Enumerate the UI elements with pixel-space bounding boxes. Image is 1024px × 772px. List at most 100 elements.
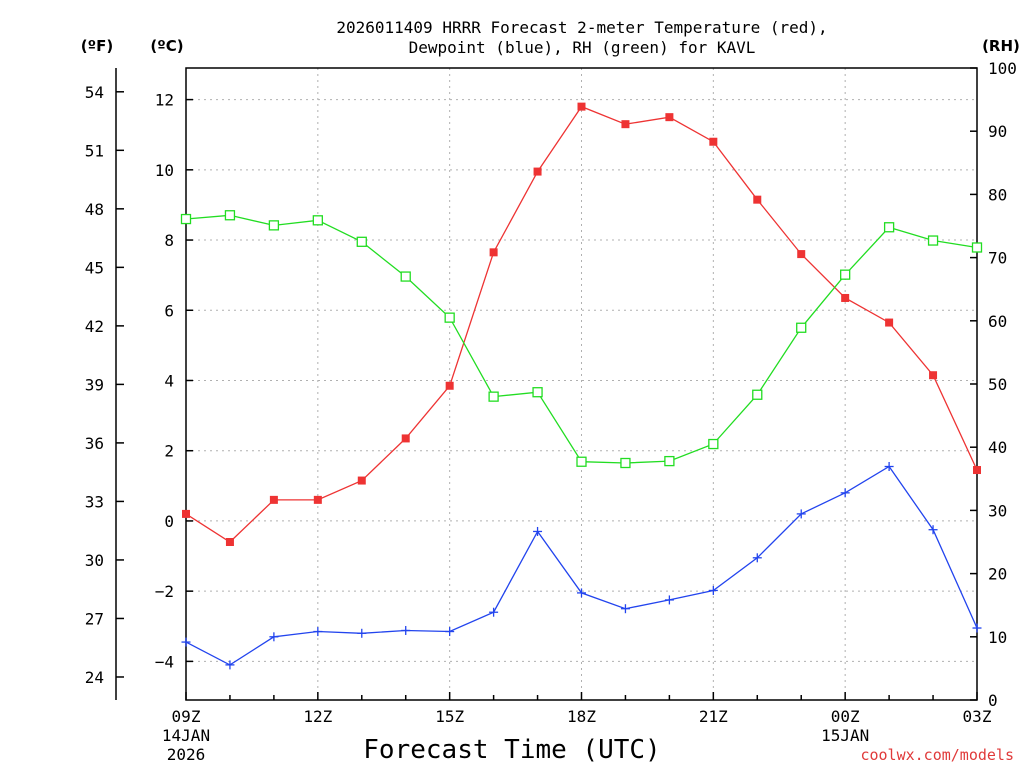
x-tick-label: 18Z bbox=[567, 707, 596, 726]
temperature-point bbox=[533, 167, 542, 176]
rh-point bbox=[488, 391, 499, 402]
left-axes: 24 27 30 33 36 39 42 45 48 51 54 bbox=[85, 68, 124, 700]
dewpoint-point bbox=[928, 525, 938, 535]
temperature-point bbox=[225, 538, 234, 546]
rh-point bbox=[664, 455, 675, 467]
rh-point bbox=[708, 438, 719, 450]
dewpoint-point bbox=[533, 526, 543, 536]
rh-tick-label: 0 bbox=[988, 691, 998, 710]
celsius-tick-label: 0 bbox=[164, 512, 174, 531]
dewpoint-point bbox=[840, 488, 850, 498]
temperature-point bbox=[489, 248, 498, 257]
celsius-tick-label: 8 bbox=[164, 231, 174, 250]
dewpoint-point bbox=[445, 627, 455, 637]
rh-point bbox=[883, 222, 895, 233]
x-tick-label: 12Z bbox=[303, 707, 332, 726]
temperature-point bbox=[269, 495, 278, 504]
x-year-label: 2026 bbox=[167, 745, 206, 764]
fahrenheit-tick-label: 54 bbox=[85, 83, 104, 102]
fahrenheit-tick-label: 30 bbox=[85, 551, 104, 570]
fahrenheit-tick-label: 42 bbox=[85, 317, 104, 336]
dewpoint-point bbox=[357, 628, 367, 638]
celsius-tick-label: 6 bbox=[164, 301, 174, 320]
temperature-point bbox=[445, 381, 454, 390]
plot-frame bbox=[185, 67, 978, 701]
rh-point bbox=[840, 269, 851, 280]
temperature-point bbox=[182, 509, 190, 518]
x-date-label: 14JAN bbox=[162, 726, 210, 745]
fahrenheit-tick-label: 33 bbox=[85, 492, 104, 511]
credit-label: coolwx.com/models bbox=[860, 746, 1014, 764]
rh-point bbox=[268, 220, 280, 231]
temperature-point bbox=[313, 495, 322, 504]
rh-point bbox=[796, 322, 807, 333]
dewpoint-point bbox=[972, 623, 982, 633]
rh-tick-label: 90 bbox=[988, 122, 1007, 141]
dewpoint-point bbox=[401, 625, 411, 635]
celsius-tick-label: 10 bbox=[155, 161, 174, 180]
fahrenheit-tick-label: 36 bbox=[85, 434, 104, 453]
fahrenheit-tick-label: 24 bbox=[85, 668, 104, 687]
rh-point bbox=[180, 213, 192, 225]
temperature-point bbox=[577, 102, 586, 111]
temperature-point bbox=[841, 293, 850, 302]
dewpoint-point bbox=[577, 588, 586, 598]
temperature-point bbox=[973, 466, 981, 475]
dewpoint-series bbox=[181, 462, 982, 670]
rh-point bbox=[356, 236, 367, 247]
temperature-point bbox=[709, 137, 718, 146]
dewpoint-point bbox=[884, 462, 894, 472]
fahrenheit-tick-label: 45 bbox=[85, 258, 104, 277]
series-layer bbox=[180, 102, 983, 670]
dewpoint-point bbox=[664, 595, 674, 605]
fahrenheit-tick-label: 39 bbox=[85, 375, 104, 394]
temperature-point bbox=[357, 476, 366, 485]
dewpoint-point bbox=[752, 553, 762, 563]
temperature-point bbox=[797, 250, 806, 259]
rh-point bbox=[224, 210, 236, 221]
dewpoint-point bbox=[313, 627, 323, 637]
rh-point bbox=[532, 387, 543, 398]
chart-title-line-1: 2026011409 HRRR Forecast 2-meter Tempera… bbox=[336, 18, 827, 37]
rh-tick-label: 50 bbox=[988, 375, 1007, 394]
chart-title-line-2: Dewpoint (blue), RH (green) for KAVL bbox=[409, 38, 756, 57]
temperature-point bbox=[401, 434, 410, 443]
dewpoint-point bbox=[796, 509, 806, 519]
rh-tick-label: 60 bbox=[988, 312, 1007, 331]
x-tick-label: 15Z bbox=[435, 707, 464, 726]
x-tick-label: 21Z bbox=[699, 707, 728, 726]
rh-series bbox=[180, 210, 983, 469]
fahrenheit-tick-label: 27 bbox=[85, 609, 104, 628]
grid-layer bbox=[186, 68, 977, 700]
temperature-point bbox=[885, 318, 894, 327]
celsius-unit-label: (ºC) bbox=[150, 37, 183, 55]
rh-point bbox=[752, 389, 763, 400]
rh-point bbox=[927, 235, 939, 246]
rh-point bbox=[444, 312, 455, 323]
rh-tick-label: 100 bbox=[988, 59, 1017, 78]
label-layer: −4 −2 0 2 4 6 8 10 12 0 10 20 30 40 50 60 70 80 90 100 09Z14… bbox=[155, 59, 1017, 764]
rh-tick-label: 80 bbox=[988, 185, 1007, 204]
fahrenheit-tick-label: 51 bbox=[85, 141, 104, 160]
dewpoint-point bbox=[489, 607, 499, 617]
rh-point bbox=[971, 242, 983, 253]
temperature-point bbox=[929, 371, 938, 380]
celsius-tick-label: 12 bbox=[155, 91, 174, 110]
temperature-point bbox=[665, 113, 674, 122]
dewpoint-line bbox=[185, 465, 978, 666]
dewpoint-point bbox=[181, 637, 191, 647]
rh-point bbox=[312, 215, 323, 226]
dewpoint-point bbox=[225, 660, 235, 670]
dewpoint-point bbox=[620, 604, 630, 614]
fahrenheit-tick-label: 48 bbox=[85, 200, 104, 219]
x-tick-label: 00Z bbox=[831, 707, 860, 726]
x-axis-title: Forecast Time (UTC) bbox=[363, 735, 660, 765]
x-tick-label: 03Z bbox=[963, 707, 992, 726]
temperature-series bbox=[182, 102, 981, 546]
rh-tick-label: 20 bbox=[988, 565, 1007, 584]
rh-point bbox=[620, 457, 631, 469]
rh-tick-label: 70 bbox=[988, 249, 1007, 268]
x-date-label: 15JAN bbox=[821, 726, 869, 745]
fahrenheit-unit-label: (ºF) bbox=[81, 37, 113, 55]
